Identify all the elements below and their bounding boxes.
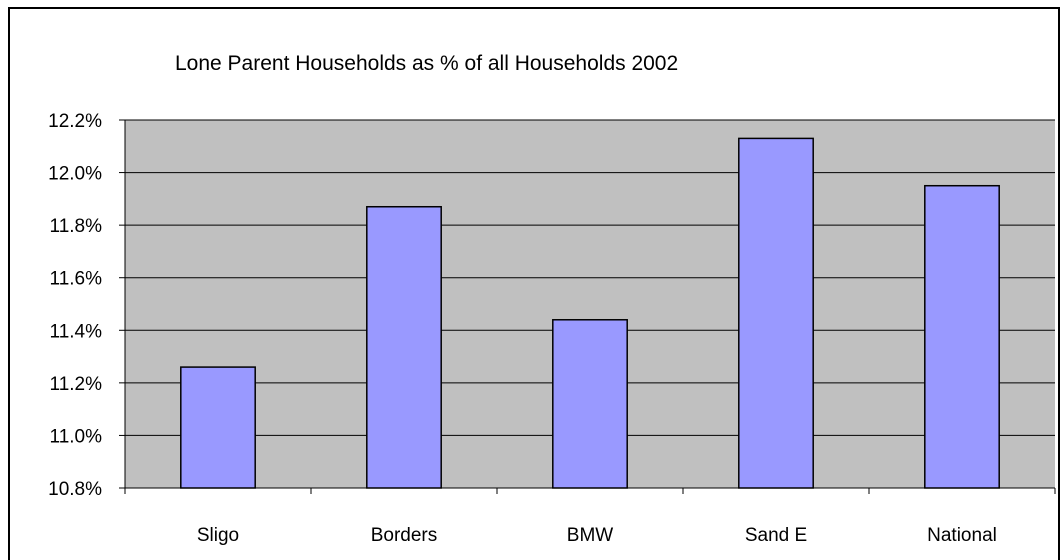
bar-national — [924, 184, 1000, 489]
bar-borders — [366, 205, 442, 489]
bars — [180, 137, 1000, 489]
y-tick-label: 10.8% — [48, 479, 102, 500]
y-tick-label: 12.0% — [48, 164, 102, 185]
x-axis-categories: Sligo Borders BMW Sand E National — [197, 525, 997, 546]
y-tick-label: 11.0% — [50, 426, 103, 447]
chart-title: Lone Parent Households as % of all House… — [175, 52, 678, 75]
y-axis-ticks: 10.8% 11.0% 11.2% 11.4% 11.6% 11.8% 12.0% 12.2% — [48, 111, 125, 500]
bar-sand-e — [738, 137, 814, 489]
x-category-label: National — [927, 525, 997, 546]
y-tick-label: 11.6% — [50, 269, 103, 290]
y-tick-label: 11.4% — [50, 321, 103, 342]
x-category-label: Sand E — [745, 525, 807, 546]
y-tick-label: 11.2% — [50, 374, 103, 395]
x-category-label: Borders — [371, 525, 438, 546]
y-tick-label: 11.8% — [50, 216, 103, 237]
x-category-label: Sligo — [197, 525, 239, 546]
x-category-label: BMW — [567, 525, 614, 546]
y-tick-label: 12.2% — [48, 111, 102, 132]
axes — [124, 120, 1056, 494]
bar-sligo — [180, 366, 256, 489]
bar-bmw — [552, 319, 628, 489]
